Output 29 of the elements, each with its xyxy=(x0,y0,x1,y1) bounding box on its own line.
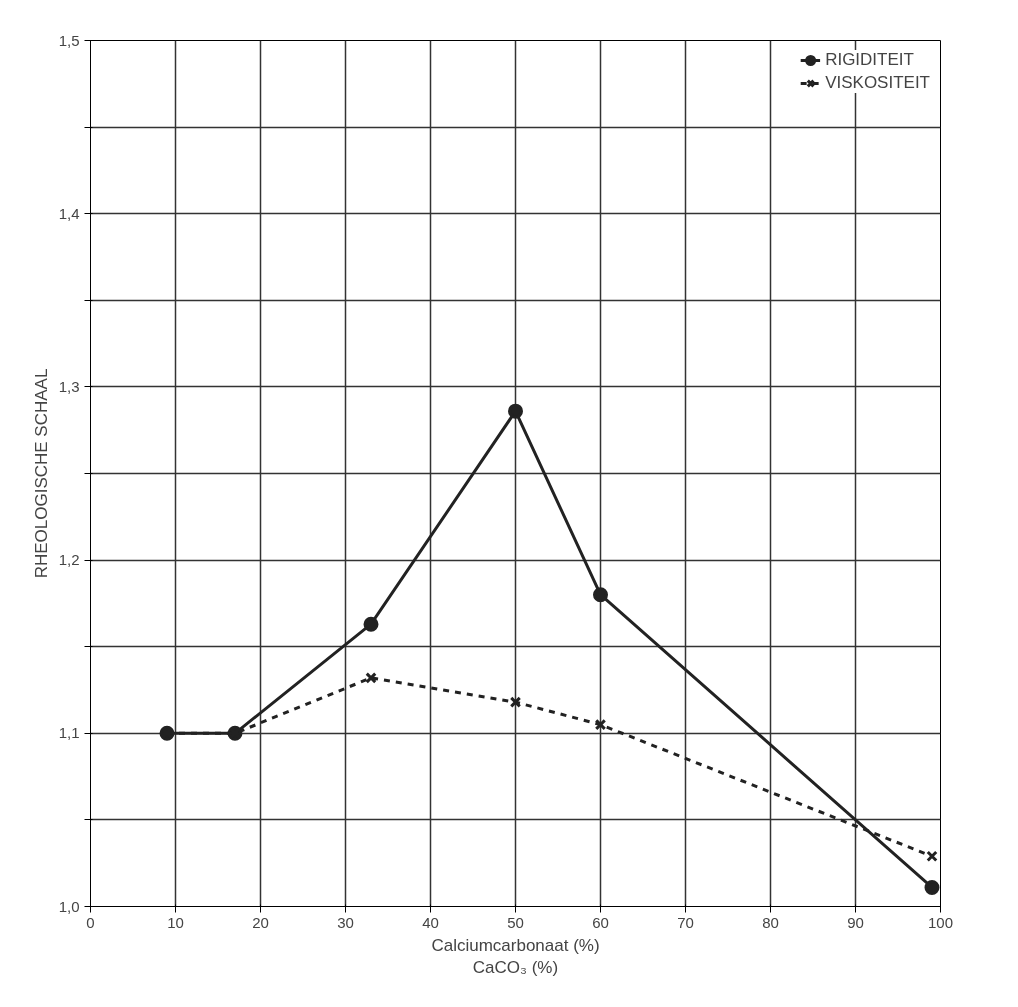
y-tick-label: 1,4 xyxy=(58,204,80,222)
point xyxy=(593,587,608,603)
legend-label: VISKOSITEIT xyxy=(825,73,930,93)
x-tick-label: 80 xyxy=(762,913,779,931)
y-tick-label: 1,3 xyxy=(58,377,80,395)
x-tick-label: 10 xyxy=(167,913,184,931)
point xyxy=(508,403,523,419)
point xyxy=(509,696,522,708)
x-tick-label: 100 xyxy=(927,913,954,931)
point xyxy=(926,850,938,863)
y-tick-label: 1,5 xyxy=(58,31,80,49)
y-tick-label: 1,2 xyxy=(58,551,80,569)
x-tick-label: 30 xyxy=(337,913,354,931)
y-tick-label: 1,0 xyxy=(58,897,80,915)
x-tick-label: 60 xyxy=(592,913,609,931)
x-tick-label: 70 xyxy=(677,913,694,931)
x-axis-title: Calciumcarbonaat (%) CaCO₃ (%) xyxy=(431,935,600,978)
x-tick-label: 0 xyxy=(86,913,95,931)
point xyxy=(365,672,377,684)
point xyxy=(363,616,379,632)
y-axis-title: RHEOLOGISCHE SCHAAL xyxy=(31,368,51,579)
x-tick-label: 40 xyxy=(422,913,439,931)
y-tick-label: 1,1 xyxy=(58,724,80,742)
legend-label: RIGIDITEIT xyxy=(825,50,914,70)
x-tick-label: 20 xyxy=(252,913,269,931)
x-tick-label: 90 xyxy=(847,913,864,931)
point xyxy=(924,879,940,895)
point xyxy=(594,718,607,731)
x-tick-label: 50 xyxy=(507,913,524,931)
